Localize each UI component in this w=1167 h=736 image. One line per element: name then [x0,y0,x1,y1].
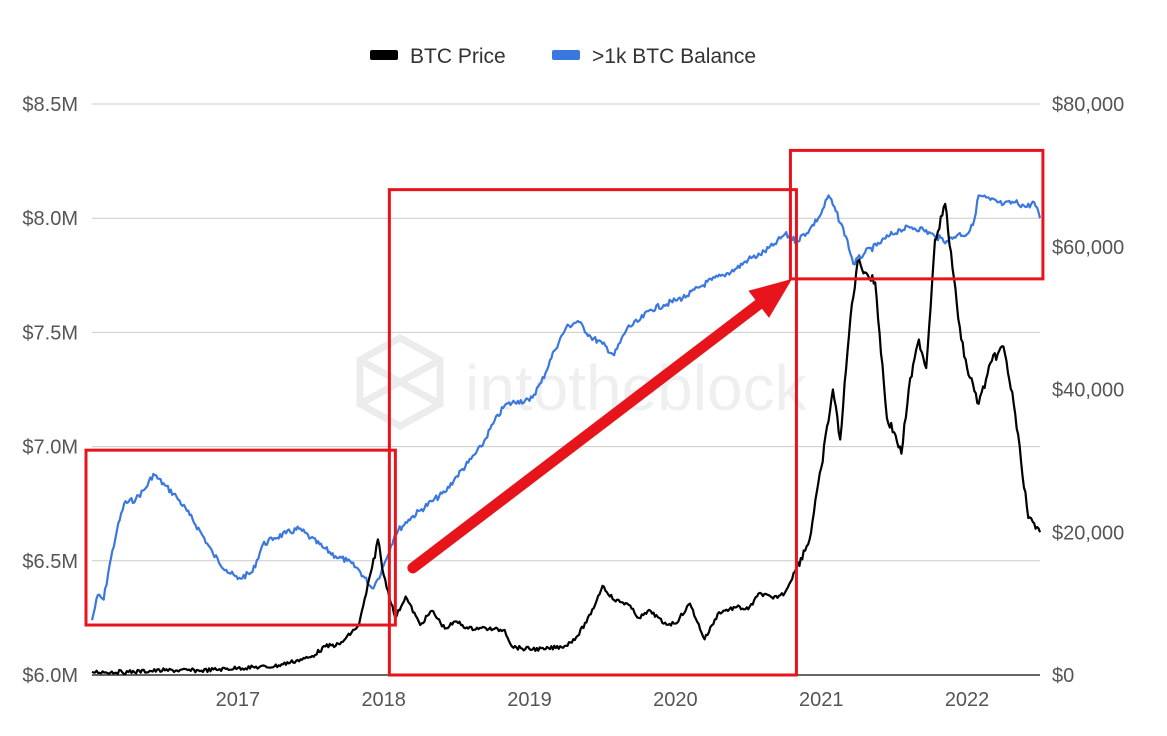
y-right-tick-label: $60,000 [1052,237,1124,259]
y-right-tick-label: $20,000 [1052,522,1124,544]
legend-swatch-btc-price [370,50,398,60]
series-line [90,194,1042,621]
annotation-arrow-shaft [407,298,765,574]
series-line [91,202,1042,675]
annotation-box [788,148,1045,281]
y-left-tick-label: $8.0M [22,208,78,230]
annotation-arrow-head [748,278,793,318]
y-left-tick-label: $7.5M [22,322,78,344]
legend-swatch-balance [552,50,580,60]
x-tick-label: 2021 [799,689,844,711]
annotation-box [387,188,798,677]
x-tick-label: 2019 [507,689,552,711]
y-left-tick-label: $7.0M [22,437,78,459]
y-left-tick-label: $8.5M [22,94,78,116]
x-tick-label: 2022 [945,689,990,711]
watermark: intotheblock [356,334,808,430]
watermark-text: intotheblock [465,352,808,424]
y-left-tick-label: $6.5M [22,551,78,573]
legend-label-btc-price: BTC Price [410,45,506,68]
annotations [84,148,1045,677]
watermark-logo-icon [356,334,444,430]
x-tick-label: 2018 [361,689,406,711]
axes: $6.0M $6.5M $7.0M $7.5M $8.0M $8.5M $0 $20,000 $… [22,94,1124,711]
y-right-tick-label: $40,000 [1052,380,1124,402]
y-right-tick-label: $80,000 [1052,94,1124,116]
y-right-tick-label: $0 [1052,665,1074,687]
x-tick-label: 2020 [653,689,698,711]
x-tick-label: 2017 [216,689,261,711]
legend-label-balance: >1k BTC Balance [592,45,756,68]
annotation-box [84,448,397,627]
y-left-tick-label: $6.0M [22,665,78,687]
series [90,194,1042,675]
legend: BTC Price >1k BTC Balance [370,45,756,68]
